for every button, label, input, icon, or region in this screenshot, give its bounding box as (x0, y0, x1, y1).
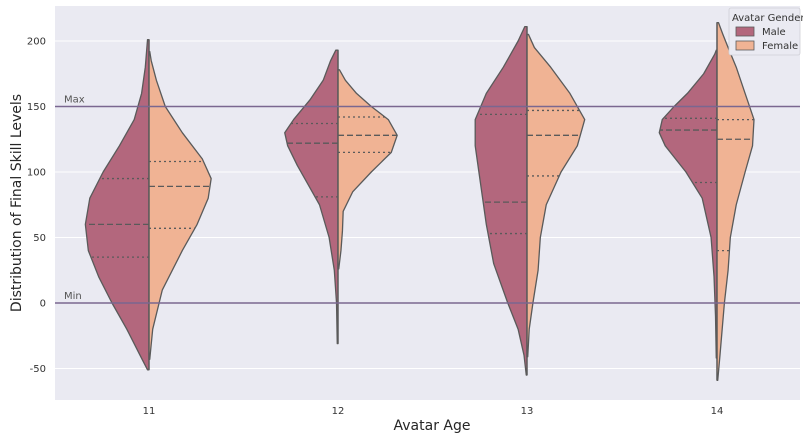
violin-male-13 (474, 25, 528, 376)
x-tick-labels: 11 12 13 14 (143, 406, 724, 417)
x-tick-label: 13 (521, 406, 534, 417)
x-tick-label: 12 (332, 406, 345, 417)
legend: Avatar Gender Male Female (728, 7, 803, 56)
legend-label-female: Female (762, 41, 798, 52)
violin-male-11 (84, 39, 150, 371)
violin-female-14 (716, 22, 755, 381)
legend-swatch-female (735, 40, 755, 51)
violin-female-13 (526, 33, 586, 358)
violins (84, 22, 755, 381)
violin-female-11 (148, 50, 212, 360)
y-tick-label: 100 (27, 168, 46, 179)
legend-label-male: Male (762, 27, 786, 38)
violin-male-14 (658, 49, 718, 359)
reference-lines: Max Min (55, 95, 800, 304)
y-tick-labels: -50 0 50 100 150 200 (27, 37, 46, 376)
reference-label-min: Min (64, 291, 82, 302)
y-tick-label: 50 (33, 233, 46, 244)
legend-swatch-male (735, 26, 755, 37)
reference-label-max: Max (64, 95, 85, 106)
x-tick-label: 11 (143, 406, 156, 417)
violin-male-12 (284, 49, 339, 345)
y-axis-title: Distribution of Final Skill Levels (9, 94, 25, 312)
y-tick-label: -50 (30, 364, 46, 375)
legend-title: Avatar Gender (732, 13, 803, 24)
y-tick-label: 150 (27, 102, 46, 113)
y-tick-label: 200 (27, 37, 46, 48)
x-axis-title: Avatar Age (394, 418, 471, 433)
y-tick-label: 0 (40, 299, 46, 310)
x-tick-label: 14 (711, 406, 724, 417)
violin-female-12 (337, 69, 398, 270)
